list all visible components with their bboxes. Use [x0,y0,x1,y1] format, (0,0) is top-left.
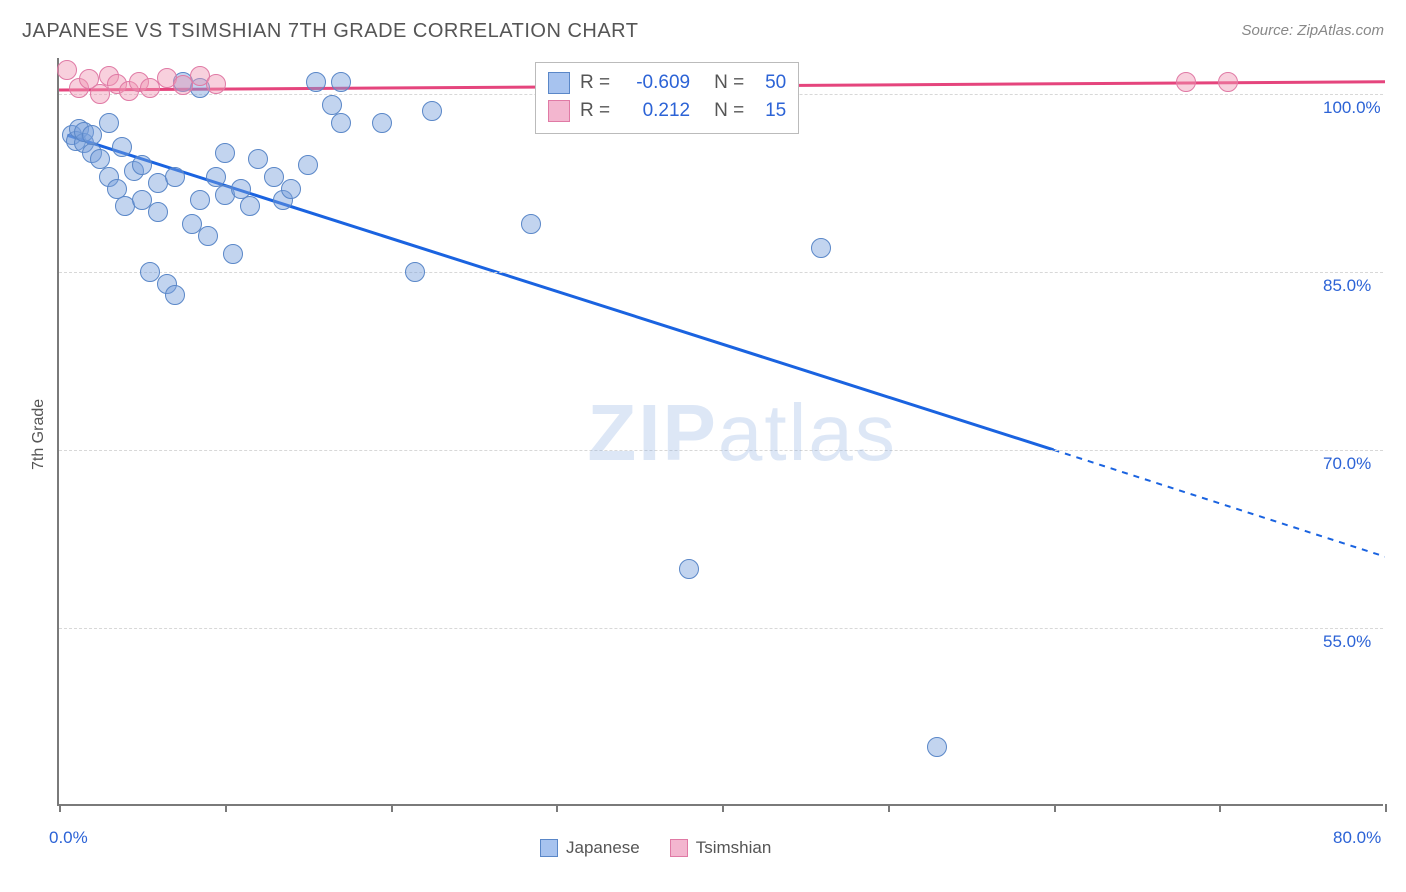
stat-n-label: N = [714,97,744,125]
data-point [372,113,392,133]
data-point [927,737,947,757]
data-point [165,285,185,305]
y-tick-label: 85.0% [1323,276,1371,296]
stat-r-value: 0.212 [620,97,690,125]
x-tick-mark [1219,804,1221,812]
stat-r-label: R = [580,97,610,125]
legend-swatch [670,839,688,857]
x-tick-label: 80.0% [1333,828,1381,848]
data-point [679,559,699,579]
data-point [165,167,185,187]
data-point [405,262,425,282]
data-point [148,202,168,222]
data-point [132,155,152,175]
data-point [99,113,119,133]
gridline-h [59,628,1383,629]
data-point [331,113,351,133]
x-tick-mark [391,804,393,812]
y-tick-label: 70.0% [1323,454,1371,474]
x-tick-mark [1054,804,1056,812]
data-point [57,60,77,80]
legend-item: Japanese [540,838,640,858]
data-point [206,74,226,94]
stats-legend-box: R = -0.609 N = 50 R = 0.212 N = 15 [535,62,799,134]
stat-r-label: R = [580,69,610,97]
data-point [112,137,132,157]
x-tick-mark [225,804,227,812]
stat-n-value: 15 [754,97,786,125]
stat-n-label: N = [714,69,744,97]
legend-label: Japanese [566,838,640,858]
stats-row: R = 0.212 N = 15 [548,97,786,125]
plot-area [57,58,1383,806]
legend-label: Tsimshian [696,838,772,858]
data-point [331,72,351,92]
source-label: Source: ZipAtlas.com [1241,22,1384,39]
data-point [422,101,442,121]
legend-swatch [548,72,570,94]
data-point [281,179,301,199]
data-point [298,155,318,175]
y-tick-label: 100.0% [1323,98,1381,118]
stats-row: R = -0.609 N = 50 [548,69,786,97]
data-point [306,72,326,92]
data-point [223,244,243,264]
legend-swatch [548,100,570,122]
x-tick-label: 0.0% [49,828,88,848]
gridline-h [59,272,1383,273]
y-tick-label: 55.0% [1323,632,1371,652]
legend-bottom: Japanese Tsimshian [540,838,771,858]
x-tick-mark [888,804,890,812]
data-point [215,143,235,163]
legend-swatch [540,839,558,857]
data-point [248,149,268,169]
x-tick-mark [722,804,724,812]
data-point [521,214,541,234]
data-point [1218,72,1238,92]
data-point [190,190,210,210]
x-tick-mark [59,804,61,812]
data-point [198,226,218,246]
stat-r-value: -0.609 [620,69,690,97]
legend-item: Tsimshian [670,838,772,858]
y-axis-title: 7th Grade [30,399,48,470]
data-point [240,196,260,216]
x-tick-mark [1385,804,1387,812]
stat-n-value: 50 [754,69,786,97]
gridline-h [59,450,1383,451]
regression-lines-layer [59,58,1385,806]
chart-title: JAPANESE VS TSIMSHIAN 7TH GRADE CORRELAT… [22,20,638,43]
data-point [811,238,831,258]
x-tick-mark [556,804,558,812]
data-point [1176,72,1196,92]
